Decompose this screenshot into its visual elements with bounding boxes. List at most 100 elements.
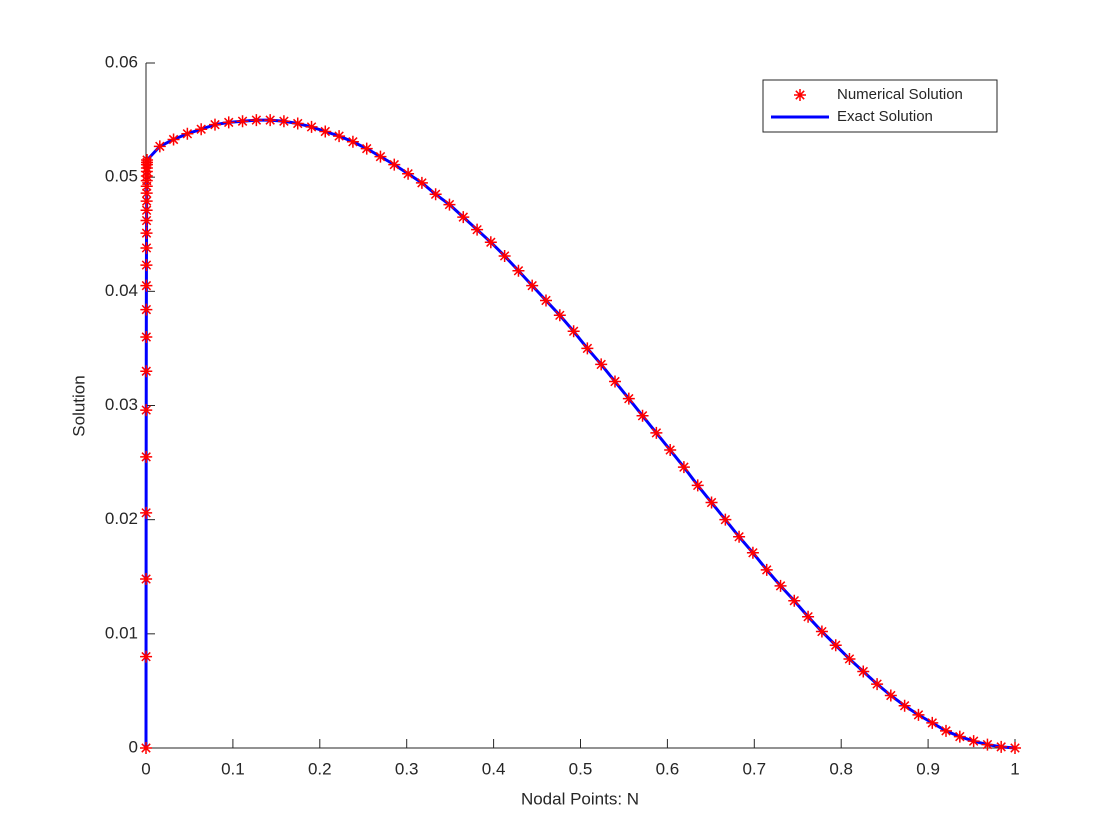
legend-marker <box>794 89 806 101</box>
marker <box>843 652 856 665</box>
marker <box>664 444 677 457</box>
marker <box>498 249 511 262</box>
marker <box>581 342 594 355</box>
marker <box>553 309 566 322</box>
marker <box>236 115 249 128</box>
marker <box>208 118 221 131</box>
marker <box>967 735 980 748</box>
marker <box>926 716 939 729</box>
marker <box>471 223 484 236</box>
x-tick-label: 0.2 <box>308 759 332 778</box>
marker <box>140 214 153 227</box>
marker <box>733 530 746 543</box>
marker <box>981 738 994 751</box>
legend-label: Numerical Solution <box>837 86 963 103</box>
marker <box>140 204 153 217</box>
x-axis-label: Nodal Points: N <box>521 789 639 808</box>
marker <box>402 167 415 180</box>
marker <box>140 742 152 754</box>
marker <box>333 130 346 143</box>
marker <box>802 610 815 623</box>
marker <box>815 625 828 638</box>
marker <box>250 114 263 127</box>
x-tick-label: 1 <box>1010 759 1019 778</box>
marker <box>953 730 966 743</box>
marker <box>567 325 580 338</box>
marker <box>140 227 153 240</box>
marker <box>622 392 635 405</box>
marker <box>484 236 497 249</box>
marker <box>650 426 663 439</box>
legend: Numerical Solution Exact Solution <box>762 79 998 133</box>
marker <box>140 195 153 208</box>
marker <box>141 154 154 167</box>
marker <box>705 496 718 509</box>
marker <box>140 279 153 292</box>
x-tick-label: 0.9 <box>916 759 940 778</box>
marker <box>871 678 884 691</box>
marker <box>443 198 456 211</box>
marker <box>305 120 318 133</box>
marker <box>195 123 208 136</box>
marker <box>774 579 787 592</box>
marker <box>346 135 359 148</box>
marker <box>264 114 277 127</box>
marker <box>829 639 842 652</box>
marker <box>760 563 773 576</box>
marker <box>746 546 759 559</box>
marker <box>940 724 953 737</box>
marker <box>140 506 153 519</box>
marker <box>912 708 925 721</box>
marker <box>512 264 525 277</box>
y-tick-label: 0.05 <box>105 167 138 186</box>
marker <box>153 140 166 153</box>
marker <box>140 404 153 417</box>
marker <box>140 573 153 586</box>
marker <box>291 117 304 130</box>
legend-box <box>762 79 998 133</box>
marker <box>140 365 153 378</box>
marker <box>374 150 387 163</box>
marker <box>526 279 539 292</box>
marker <box>222 116 235 129</box>
marker <box>857 665 870 678</box>
marker <box>691 479 704 492</box>
marker <box>415 176 428 189</box>
marker <box>898 699 911 712</box>
marker <box>140 259 153 272</box>
marker <box>677 461 690 474</box>
line <box>144 118 1016 750</box>
marker <box>995 740 1008 753</box>
x-tick-label: 0.7 <box>742 759 766 778</box>
x-tick-label: 0.1 <box>221 759 245 778</box>
marker <box>884 689 897 702</box>
marker <box>429 188 442 201</box>
y-tick-label: 0.01 <box>105 623 138 642</box>
marker <box>1009 742 1021 754</box>
y-tick-label: 0.04 <box>105 281 138 300</box>
y-tick-label: 0.06 <box>105 52 138 71</box>
y-tick-label: 0.02 <box>105 509 138 528</box>
marker <box>636 409 649 422</box>
marker <box>388 158 401 171</box>
marker <box>319 125 332 138</box>
marker <box>181 127 194 140</box>
marker <box>457 211 470 224</box>
marker <box>140 303 153 316</box>
marker <box>140 450 153 463</box>
marker <box>140 241 153 254</box>
x-tick-label: 0.4 <box>482 759 506 778</box>
y-tick-label: 0.03 <box>105 395 138 414</box>
y-axis-label: Solution <box>69 375 88 436</box>
y-tick-label: 0 <box>129 737 138 756</box>
legend-label: Exact Solution <box>837 108 933 125</box>
marker <box>167 133 180 146</box>
marker <box>788 594 801 607</box>
marker <box>595 358 608 371</box>
marker <box>140 187 153 200</box>
marker <box>277 115 290 128</box>
marker <box>140 650 153 663</box>
marker <box>540 294 553 307</box>
